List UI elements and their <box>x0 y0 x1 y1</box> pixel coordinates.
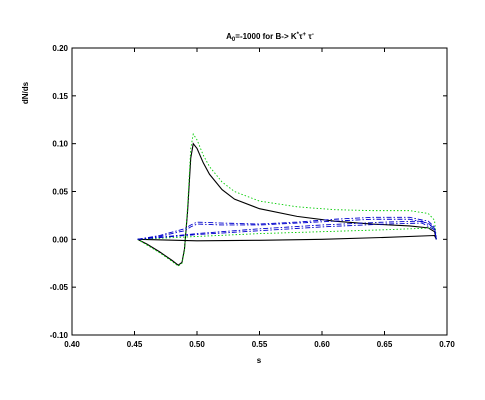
series-line-6 <box>137 218 437 240</box>
y-tick-label: 0.20 <box>52 44 68 53</box>
series-line-1 <box>137 234 437 242</box>
x-tick-label: 0.70 <box>439 340 455 349</box>
x-tick-label: 0.55 <box>252 340 268 349</box>
chart-title: A0=-1000 for B-> K*τ+ τ- <box>226 32 314 43</box>
x-tick-label: 0.60 <box>314 340 330 349</box>
series-line-2 <box>137 132 437 267</box>
y-tick-label: 0.10 <box>52 140 68 149</box>
x-axis: 0.40 0.45 0.50 0.55 0.60 0.65 0.70 <box>64 48 455 349</box>
x-tick-label: 0.40 <box>64 340 80 349</box>
x-axis-title: s <box>257 356 262 365</box>
series-line-4 <box>137 216 437 240</box>
y-tick-label: 0.05 <box>52 188 68 197</box>
y-tick-label: 0.15 <box>52 92 68 101</box>
x-tick-label: 0.50 <box>189 340 205 349</box>
series-line-5 <box>137 220 437 240</box>
y-tick-label: -0.10 <box>50 331 69 340</box>
y-axis-title: dN/ds <box>21 81 30 104</box>
x-tick-label: 0.45 <box>127 340 143 349</box>
y-tick-label: 0.00 <box>52 235 68 244</box>
x-tick-label: 0.65 <box>377 340 393 349</box>
series-layer <box>137 132 437 267</box>
y-tick-label: -0.05 <box>50 283 69 292</box>
y-axis: -0.10 -0.05 0.00 0.05 0.10 0.15 0.20 <box>50 44 447 340</box>
series-line-7 <box>137 222 437 240</box>
series-line-0 <box>137 142 437 266</box>
